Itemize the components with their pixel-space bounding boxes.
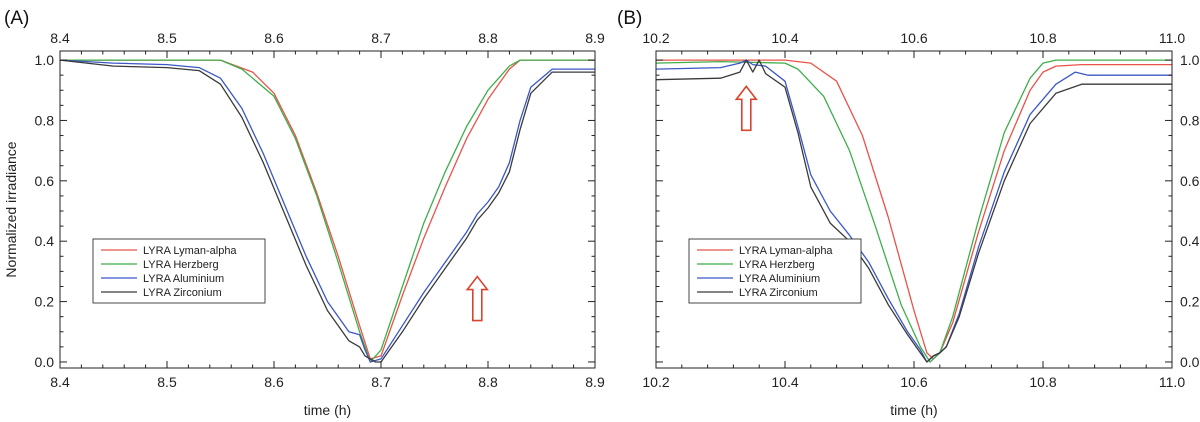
- y-tick-label: 0.2: [35, 294, 55, 310]
- up-arrow-annotation: [734, 85, 758, 132]
- series-group: [656, 59, 1172, 363]
- x-tick-label-bottom: 8.9: [585, 374, 605, 390]
- x-axis-title: time (h): [890, 402, 937, 418]
- plot-frame: [655, 50, 1173, 369]
- y-tick-label: 0.8: [1180, 112, 1200, 128]
- y-tick-label: 1.0: [35, 52, 55, 68]
- x-tick-label-top: 8.9: [585, 30, 605, 46]
- series-line-lyra-zirconium: [656, 59, 1172, 363]
- plot-frame: [59, 50, 596, 369]
- x-tick-label-top: 10.4: [771, 30, 798, 46]
- x-tick-label-bottom: 8.7: [371, 374, 391, 390]
- x-tick-label-top: 10.8: [1029, 30, 1056, 46]
- x-tick-label-bottom: 10.4: [771, 374, 798, 390]
- y-tick-label: 0.4: [1180, 233, 1200, 249]
- legend: LYRA Lyman-alpha LYRA Herzberg LYRA Alumin…: [688, 238, 862, 304]
- y-tick-label: 0.6: [35, 173, 55, 189]
- legend-label: LYRA Herzberg: [739, 259, 815, 271]
- x-tick-label-bottom: 10.8: [1029, 374, 1056, 390]
- series-line-lyra-lyman-alpha: [60, 59, 595, 360]
- panel-label: (B): [617, 8, 642, 29]
- chart-panel-b: (B)10.210.210.410.410.610.610.810.811.01…: [617, 8, 1200, 418]
- x-tick-label-bottom: 10.6: [900, 374, 927, 390]
- y-tick-label: 0.0: [1180, 354, 1200, 370]
- up-arrow-annotation: [465, 275, 489, 322]
- legend-label: LYRA Zirconium: [739, 287, 818, 299]
- x-tick-label-top: 8.8: [478, 30, 498, 46]
- legend-label: LYRA Zirconium: [143, 287, 222, 299]
- y-tick-label: 0.6: [1180, 173, 1200, 189]
- series-line-lyra-aluminium: [60, 59, 595, 363]
- legend-label: LYRA Aluminium: [143, 273, 224, 285]
- legend: LYRA Lyman-alpha LYRA Herzberg LYRA Alumin…: [92, 238, 266, 304]
- x-tick-label-bottom: 8.6: [264, 374, 284, 390]
- x-tick-label-bottom: 10.2: [642, 374, 669, 390]
- x-tick-label-bottom: 11.0: [1159, 374, 1185, 390]
- x-tick-label-top: 11.0: [1159, 30, 1185, 46]
- x-tick-label-bottom: 8.5: [157, 374, 177, 390]
- series-line-lyra-lyman-alpha: [656, 59, 1172, 360]
- y-axis-title: Normalized irradiance: [3, 141, 19, 277]
- legend-label: LYRA Aluminium: [739, 273, 820, 285]
- x-tick-label-top: 10.2: [642, 30, 669, 46]
- x-tick-label-bottom: 8.4: [50, 374, 70, 390]
- series-line-lyra-aluminium: [656, 59, 1172, 363]
- x-axis-title: time (h): [304, 402, 351, 418]
- legend-label: LYRA Herzberg: [143, 259, 219, 271]
- x-tick-label-top: 10.6: [900, 30, 927, 46]
- series-group: [60, 59, 595, 363]
- y-tick-label: 1.0: [1180, 52, 1200, 68]
- x-tick-label-top: 8.5: [157, 30, 177, 46]
- x-tick-label-top: 8.7: [371, 30, 391, 46]
- legend-label: LYRA Lyman-alpha: [143, 245, 237, 257]
- series-line-lyra-herzberg: [60, 59, 595, 363]
- x-tick-label-top: 8.4: [50, 30, 70, 46]
- legend-label: LYRA Lyman-alpha: [739, 245, 833, 257]
- y-tick-label: 0.4: [35, 233, 55, 249]
- x-tick-label-bottom: 8.8: [478, 374, 498, 390]
- series-line-lyra-herzberg: [656, 59, 1172, 363]
- y-tick-label: 0.0: [35, 354, 55, 370]
- panel-label: (A): [4, 8, 29, 29]
- chart-panel-a: (A) 8.4 8.4 8.5 8.5 8.6 8.6 8.7 8.7 8.8 8.8 8.9 8.9 0…: [3, 8, 605, 418]
- x-tick-label-top: 8.6: [264, 30, 284, 46]
- series-line-lyra-zirconium: [60, 59, 595, 363]
- y-tick-label: 0.2: [1180, 294, 1200, 310]
- y-tick-label: 0.8: [35, 112, 55, 128]
